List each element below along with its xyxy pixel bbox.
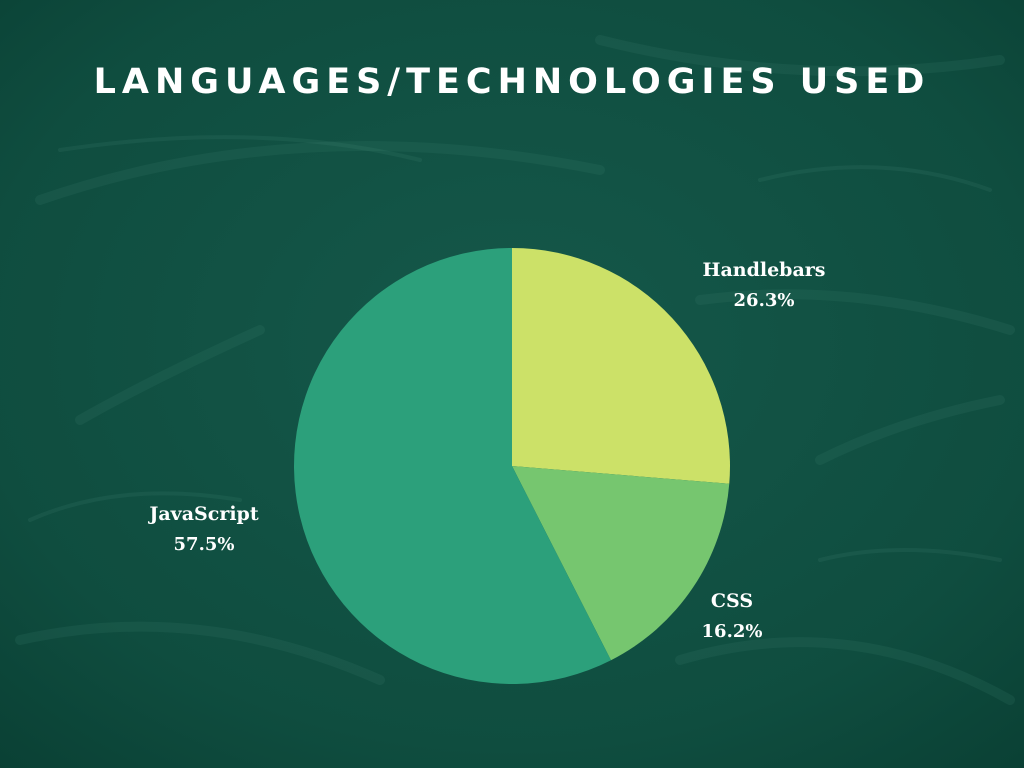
slice-label-css: CSS xyxy=(711,590,753,612)
slice-percent-handlebars: 26.3% xyxy=(734,290,795,311)
pie-slice-javascript xyxy=(294,248,611,685)
slice-percent-css: 16.2% xyxy=(702,621,763,642)
pie-slice-handlebars xyxy=(512,248,730,484)
slice-label-handlebars: Handlebars xyxy=(703,259,826,281)
slice-percent-javascript: 57.5% xyxy=(174,534,235,555)
chart-title: LANGUAGES/TECHNOLOGIES USED xyxy=(93,62,931,102)
pie-slice-css xyxy=(512,466,730,661)
slice-label-javascript: JavaScript xyxy=(147,503,258,525)
